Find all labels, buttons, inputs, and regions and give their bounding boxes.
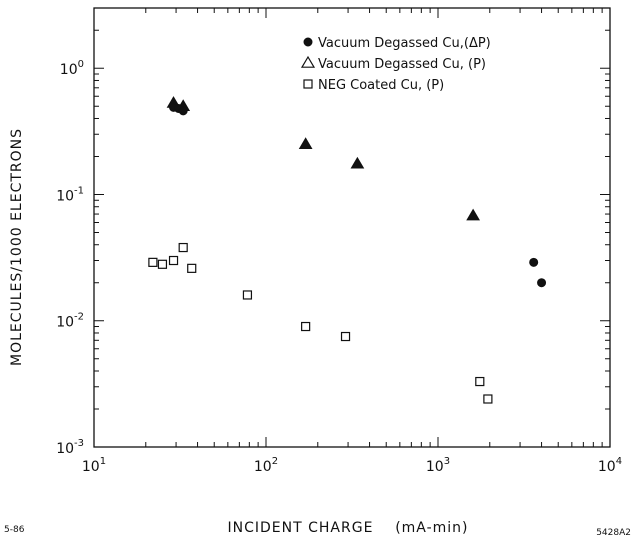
data-point-open-square <box>242 290 253 300</box>
x-tick-label: 102 <box>254 456 278 475</box>
figure-date-note: 5-86 <box>4 525 25 535</box>
series-filled-circle <box>169 102 547 288</box>
series-triangle <box>166 96 480 221</box>
data-point-filled-circle <box>529 257 539 267</box>
legend: Vacuum Degassed Cu,(ΔP) Vacuum Degassed C… <box>300 36 491 93</box>
legend-marker-triangle <box>300 55 316 68</box>
tick-labels-group: 101 102 103 104 100 10-1 10-2 10-3 <box>56 59 622 475</box>
y-tick-label: 10-2 <box>56 312 84 331</box>
data-point-filled-circle <box>537 278 547 288</box>
axis-ticks-group <box>93 7 611 448</box>
data-point-open-square <box>148 257 158 267</box>
data-point-triangle <box>466 208 480 221</box>
data-point-triangle <box>298 137 313 149</box>
legend-marker-filled-circle <box>303 37 313 47</box>
y-axis-label: MOLECULES/1000 ELECTRONS <box>9 128 25 366</box>
x-tick-label: 104 <box>598 456 622 475</box>
data-points-group <box>148 96 547 404</box>
legend-entry-label: Vacuum Degassed Cu, (P) <box>318 57 486 72</box>
plot-frame <box>93 7 611 448</box>
data-point-open-square <box>340 331 351 342</box>
data-point-open-square <box>483 394 493 404</box>
legend-marker-open-square <box>303 79 313 89</box>
y-tick-label: 100 <box>60 59 84 78</box>
data-point-open-square <box>475 376 485 387</box>
legend-entry-label: NEG Coated Cu, (P) <box>318 78 444 93</box>
data-point-open-square <box>187 263 197 273</box>
x-tick-label: 103 <box>426 456 450 475</box>
legend-entry-label: Vacuum Degassed Cu,(ΔP) <box>318 36 491 51</box>
figure-id-note: 5428A2 <box>596 528 631 538</box>
data-point-filled-circle <box>178 106 188 116</box>
plot-frame-group <box>93 7 611 448</box>
y-tick-label: 10-3 <box>56 438 84 457</box>
data-point-open-square <box>168 255 179 266</box>
data-point-open-square <box>178 242 188 253</box>
data-point-open-square <box>157 259 168 269</box>
data-point-open-square <box>301 321 311 332</box>
x-tick-label: 101 <box>82 456 106 475</box>
series-open-square <box>148 242 493 404</box>
x-axis-label: INCIDENT CHARGE (mA-min) <box>228 520 469 536</box>
y-tick-label: 10-1 <box>56 185 84 204</box>
data-point-triangle <box>350 156 365 169</box>
